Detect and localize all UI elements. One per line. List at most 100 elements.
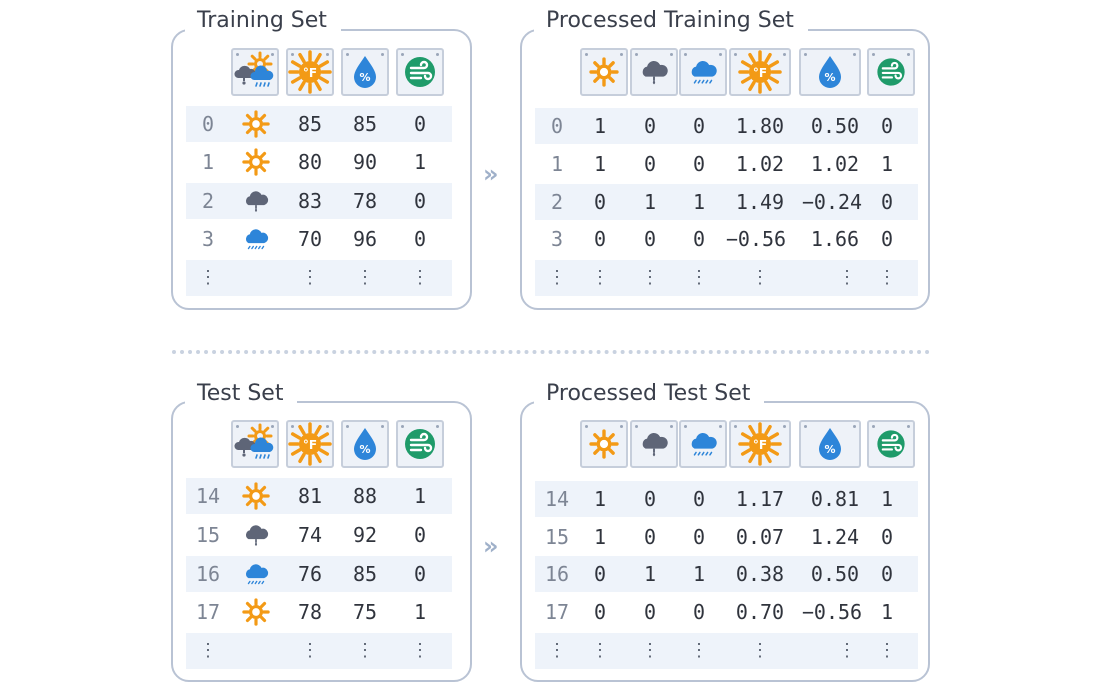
- rain-icon: [238, 221, 274, 257]
- sun-icon: [238, 478, 274, 514]
- row-index: 3: [201, 227, 215, 251]
- sun-icon: [238, 106, 274, 142]
- windy-value: 1: [413, 600, 427, 624]
- temperature-value: −0.56: [725, 227, 787, 251]
- row-index: 17: [544, 600, 570, 624]
- wind-icon: [396, 48, 444, 96]
- svg-text:°F: °F: [303, 438, 317, 452]
- wind-icon: [867, 48, 915, 96]
- table-row: 16 76 85 0: [186, 556, 452, 592]
- ellipsis: ⋮: [301, 267, 319, 288]
- table-row: 2 83 78 0: [186, 183, 452, 219]
- ellipsis: ⋮: [751, 267, 769, 288]
- ellipsis: ⋮: [356, 640, 374, 661]
- table-row: 16 0 1 1 0.38 0.50 0: [535, 556, 918, 592]
- humidity-value: 1.66: [810, 227, 860, 251]
- svg-text:%: %: [824, 443, 835, 456]
- sunny-value: 1: [593, 487, 607, 511]
- temperature-value: 85: [297, 112, 323, 136]
- windy-value: 0: [880, 190, 894, 214]
- humidity-icon: %: [799, 48, 861, 96]
- temperature-icon: °F: [286, 420, 334, 468]
- temperature-icon: °F: [729, 420, 791, 468]
- ellipsis: ⋮: [641, 267, 659, 288]
- row-index: 1: [201, 150, 215, 174]
- windy-value: 0: [413, 189, 427, 213]
- table-row: 14 81 88 1: [186, 478, 452, 514]
- windy-value: 0: [880, 227, 894, 251]
- humidity-value: 0.81: [810, 487, 860, 511]
- ellipsis: ⋮: [878, 640, 896, 661]
- temperature-value: 70: [297, 227, 323, 251]
- ellipsis: ⋮: [838, 640, 856, 661]
- cloud-icon: [238, 183, 274, 219]
- row-index: 15: [544, 525, 570, 549]
- overcast-value: 0: [643, 152, 657, 176]
- svg-text:°F: °F: [303, 66, 317, 80]
- humidity-value: −0.56: [801, 600, 863, 624]
- overcast-value: 0: [643, 525, 657, 549]
- sun-icon: [238, 144, 274, 180]
- humidity-value: 85: [352, 112, 378, 136]
- windy-value: 0: [413, 227, 427, 251]
- cloud-icon: [238, 517, 274, 553]
- processed-test-set-title: Processed Test Set: [534, 380, 765, 408]
- weather-mixed-icon: [231, 420, 279, 468]
- overcast-value: 0: [643, 487, 657, 511]
- table-row: 0 85 85 0: [186, 106, 452, 142]
- section-divider: [172, 350, 930, 354]
- rainy-value: 0: [692, 152, 706, 176]
- training-set-title: Training Set: [185, 7, 341, 35]
- ellipsis: ⋮: [591, 640, 609, 661]
- table-row: 1 1 0 0 1.02 1.02 1: [535, 146, 918, 182]
- ellipsis: ⋮: [838, 267, 856, 288]
- row-index: 14: [544, 487, 570, 511]
- temperature-value: 1.49: [735, 190, 785, 214]
- ellipsis: ⋮: [199, 640, 217, 661]
- temperature-value: 1.02: [735, 152, 785, 176]
- rainy-value: 1: [692, 190, 706, 214]
- table-row: 17 0 0 0 0.70 −0.56 1: [535, 594, 918, 630]
- svg-text:%: %: [359, 71, 370, 84]
- rain-icon: [679, 48, 727, 96]
- sunny-value: 0: [593, 227, 607, 251]
- ellipsis-row: ⋮ ⋮ ⋮ ⋮ ⋮ ⋮ ⋮: [535, 633, 918, 669]
- row-index: 2: [550, 190, 564, 214]
- windy-value: 1: [413, 484, 427, 508]
- sun-icon: [238, 594, 274, 630]
- temperature-value: 80: [297, 150, 323, 174]
- ellipsis: ⋮: [301, 640, 319, 661]
- windy-value: 0: [413, 562, 427, 586]
- ellipsis: ⋮: [690, 267, 708, 288]
- temperature-value: 83: [297, 189, 323, 213]
- windy-value: 0: [880, 114, 894, 138]
- humidity-value: 75: [352, 600, 378, 624]
- humidity-icon: %: [341, 48, 389, 96]
- sunny-value: 0: [593, 190, 607, 214]
- transform-arrow: »: [483, 160, 499, 188]
- ellipsis: ⋮: [690, 640, 708, 661]
- sunny-value: 0: [593, 600, 607, 624]
- humidity-icon: %: [799, 420, 861, 468]
- table-row: 17 78 75 1: [186, 594, 452, 630]
- humidity-value: 88: [352, 484, 378, 508]
- ellipsis: ⋮: [356, 267, 374, 288]
- rainy-value: 0: [692, 600, 706, 624]
- test-set-title: Test Set: [185, 380, 298, 408]
- temperature-value: 78: [297, 600, 323, 624]
- overcast-value: 1: [643, 562, 657, 586]
- ellipsis: ⋮: [411, 267, 429, 288]
- windy-value: 1: [880, 600, 894, 624]
- row-index: 1: [550, 152, 564, 176]
- sun-icon: [580, 48, 628, 96]
- humidity-value: 1.02: [810, 152, 860, 176]
- windy-value: 0: [413, 523, 427, 547]
- wind-icon: [867, 420, 915, 468]
- humidity-value: 0.50: [810, 114, 860, 138]
- cloud-icon: [630, 420, 678, 468]
- rainy-value: 0: [692, 114, 706, 138]
- svg-text:%: %: [824, 71, 835, 84]
- row-index: 16: [544, 562, 570, 586]
- cloud-icon: [630, 48, 678, 96]
- temperature-icon: °F: [729, 48, 791, 96]
